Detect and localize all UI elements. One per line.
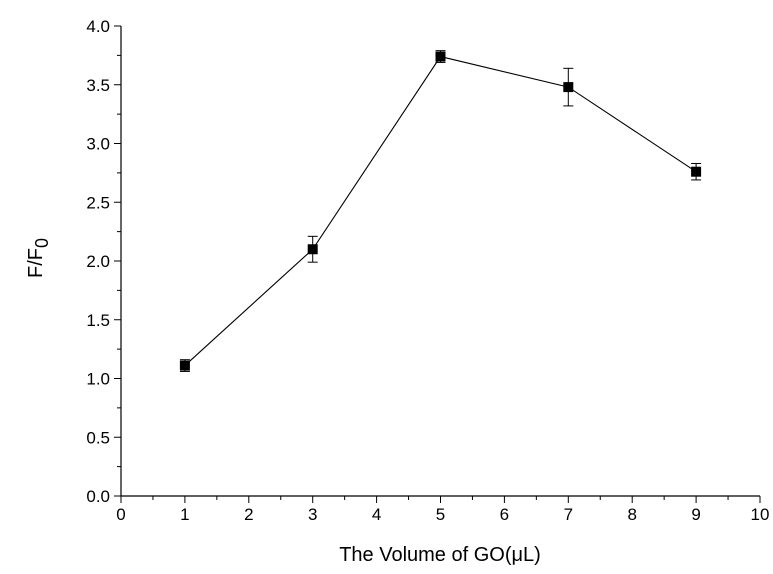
data-point: [307, 244, 318, 255]
data-point: [691, 166, 702, 177]
data-series: [179, 50, 702, 372]
x-tick-label: 8: [627, 505, 636, 524]
x-tick-label: 4: [372, 505, 381, 524]
y-tick-label: 0.5: [86, 428, 110, 447]
x-tick-label: 10: [751, 505, 770, 524]
x-tick-label: 6: [500, 505, 509, 524]
data-point: [435, 51, 446, 62]
y-tick-label: 2.5: [86, 193, 110, 212]
y-axis-title-subscript: 0: [32, 238, 52, 248]
y-tick-label: 1.5: [86, 311, 110, 330]
x-tick-label: 9: [691, 505, 700, 524]
y-tick-label: 1.0: [86, 370, 110, 389]
x-tick-label: 1: [180, 505, 189, 524]
tick-labels: 0 1 2 3 4 5 6 7 8 9 10 0.0 0.5 1.0 1.5 2.0 2.5 3.0 3.5 4.0: [86, 17, 769, 524]
x-tick-label: 0: [116, 505, 125, 524]
x-tick-label: 3: [308, 505, 317, 524]
x-tick-label: 5: [436, 505, 445, 524]
y-tick-label: 3.5: [86, 76, 110, 95]
x-tick-label: 7: [564, 505, 573, 524]
data-point: [563, 82, 574, 93]
data-point: [179, 360, 190, 371]
y-tick-label: 2.0: [86, 252, 110, 271]
y-tick-label: 3.0: [86, 135, 110, 154]
axes: [120, 26, 760, 497]
x-tick-label: 2: [244, 505, 253, 524]
y-axis-title-main: F/F: [25, 248, 47, 278]
y-tick-label: 4.0: [86, 17, 110, 36]
y-tick-label: 0.0: [86, 487, 110, 506]
x-axis-title: The Volume of GO(μL): [339, 544, 541, 566]
y-axis-title: F/F0: [25, 238, 52, 278]
tick-marks: [114, 25, 761, 503]
series-line: [184, 55, 697, 366]
